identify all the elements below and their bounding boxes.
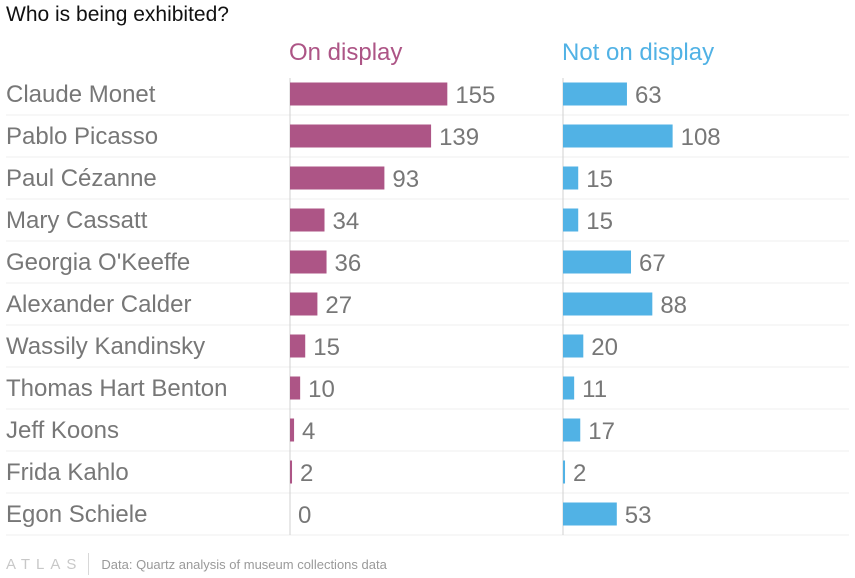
chart-title: Who is being exhibited? <box>6 3 229 26</box>
data-label: 2 <box>573 460 586 487</box>
data-label: 15 <box>586 166 613 193</box>
category-label: Frida Kahlo <box>6 459 129 486</box>
bar <box>290 460 293 484</box>
data-label: 88 <box>660 292 687 319</box>
category-label: Thomas Hart Benton <box>6 375 227 402</box>
bar <box>290 292 318 316</box>
bar <box>290 418 295 442</box>
data-label: 10 <box>308 376 335 403</box>
data-label: 20 <box>591 334 618 361</box>
footer-divider <box>88 553 90 575</box>
data-label: 139 <box>439 124 479 151</box>
data-label: 0 <box>298 502 311 529</box>
data-label: 34 <box>333 208 360 235</box>
data-label: 155 <box>455 82 495 109</box>
data-label: 17 <box>588 418 615 445</box>
bar <box>563 376 575 400</box>
data-label: 67 <box>639 250 666 277</box>
bar <box>290 124 432 148</box>
panel-header: On display <box>289 39 402 66</box>
bar <box>563 166 579 190</box>
data-label: 63 <box>635 82 662 109</box>
category-label: Alexander Calder <box>6 291 191 318</box>
panel-header: Not on display <box>562 39 714 66</box>
category-label: Pablo Picasso <box>6 123 158 150</box>
data-label: 2 <box>300 460 313 487</box>
source-note: Data: Quartz analysis of museum collecti… <box>101 556 387 572</box>
atlas-logo: ATLAS <box>6 555 83 573</box>
bar <box>563 124 673 148</box>
data-label: 15 <box>586 208 613 235</box>
bar <box>563 334 584 358</box>
bar <box>290 208 325 232</box>
data-label: 93 <box>392 166 419 193</box>
category-label: Mary Cassatt <box>6 207 148 234</box>
category-label: Georgia O'Keeffe <box>6 249 190 276</box>
bar <box>563 250 632 274</box>
bar <box>290 166 385 190</box>
bar <box>563 502 617 526</box>
bar <box>563 208 579 232</box>
category-label: Wassily Kandinsky <box>6 333 205 360</box>
data-label: 15 <box>313 334 340 361</box>
bar <box>563 82 627 106</box>
data-label: 4 <box>302 418 315 445</box>
bar <box>290 250 327 274</box>
footer: ATLAS Data: Quartz analysis of museum co… <box>6 551 387 577</box>
category-label: Paul Cézanne <box>6 165 157 192</box>
bar <box>563 418 581 442</box>
bar <box>563 292 653 316</box>
bar <box>290 376 301 400</box>
data-label: 27 <box>325 292 352 319</box>
data-label: 11 <box>582 376 607 403</box>
category-label: Claude Monet <box>6 81 156 108</box>
data-label: 108 <box>681 124 721 151</box>
data-label: 53 <box>625 502 652 529</box>
category-label: Jeff Koons <box>6 417 119 444</box>
bar-chart: On display Not on display Claude Monet Pabl… <box>6 39 849 536</box>
bar <box>563 460 566 484</box>
category-label: Egon Schiele <box>6 501 147 528</box>
bar <box>290 334 306 358</box>
data-label: 36 <box>335 250 362 277</box>
bar <box>290 82 448 106</box>
